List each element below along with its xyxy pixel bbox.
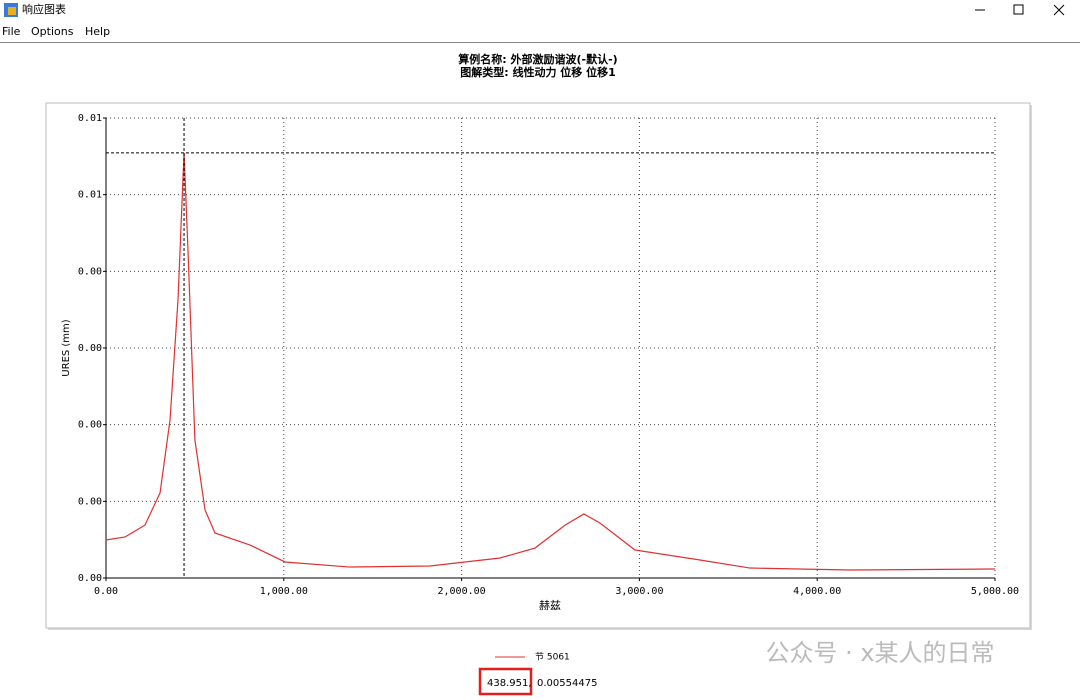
- readout-x: 438.951,: [487, 678, 532, 689]
- menu-item[interactable]: Help: [85, 25, 110, 38]
- chart-subtitle: 图解类型: 线性动力 位移 位移1: [460, 65, 616, 79]
- axes: [105, 118, 995, 579]
- chart-title: 算例名称: 外部激励谐波(-默认-): [457, 52, 617, 66]
- app-icon-inner: [8, 7, 16, 15]
- x-tick-label: 0.00: [94, 586, 118, 597]
- y-tick-label: 0.00: [78, 573, 102, 584]
- y-axis-label: URES (mm): [61, 319, 72, 376]
- readout-y: 0.00554475: [537, 678, 597, 689]
- readout-highlight: [478, 667, 533, 696]
- x-tick-label: 5,000.00: [971, 586, 1019, 597]
- y-tick-label: 0.00: [78, 343, 102, 354]
- menu-item[interactable]: File: [2, 25, 21, 38]
- x-tick-label: 1,000.00: [260, 586, 308, 597]
- window-title: 响应图表: [22, 2, 66, 16]
- plot-frame: [45, 102, 1031, 629]
- x-tick-label: 3,000.00: [615, 586, 663, 597]
- x-axis-label: 赫兹: [539, 599, 561, 612]
- y-tick-label: 0.00: [78, 420, 102, 431]
- data-line: [105, 152, 996, 571]
- watermark: 公众号 · x某人的日常: [765, 639, 994, 667]
- x-tick-label: 2,000.00: [438, 586, 486, 597]
- x-tick-label: 4,000.00: [793, 586, 841, 597]
- y-tick-label: 0.00: [78, 496, 102, 507]
- close-button[interactable]: [1053, 4, 1065, 16]
- y-tick-label: 0.01: [78, 113, 102, 124]
- y-tick-label: 0.00: [78, 266, 102, 277]
- maximize-button[interactable]: [1013, 4, 1024, 15]
- legend-label: 节 5061: [535, 652, 570, 663]
- menu-item[interactable]: Options: [31, 25, 74, 38]
- y-tick-label: 0.01: [78, 190, 102, 201]
